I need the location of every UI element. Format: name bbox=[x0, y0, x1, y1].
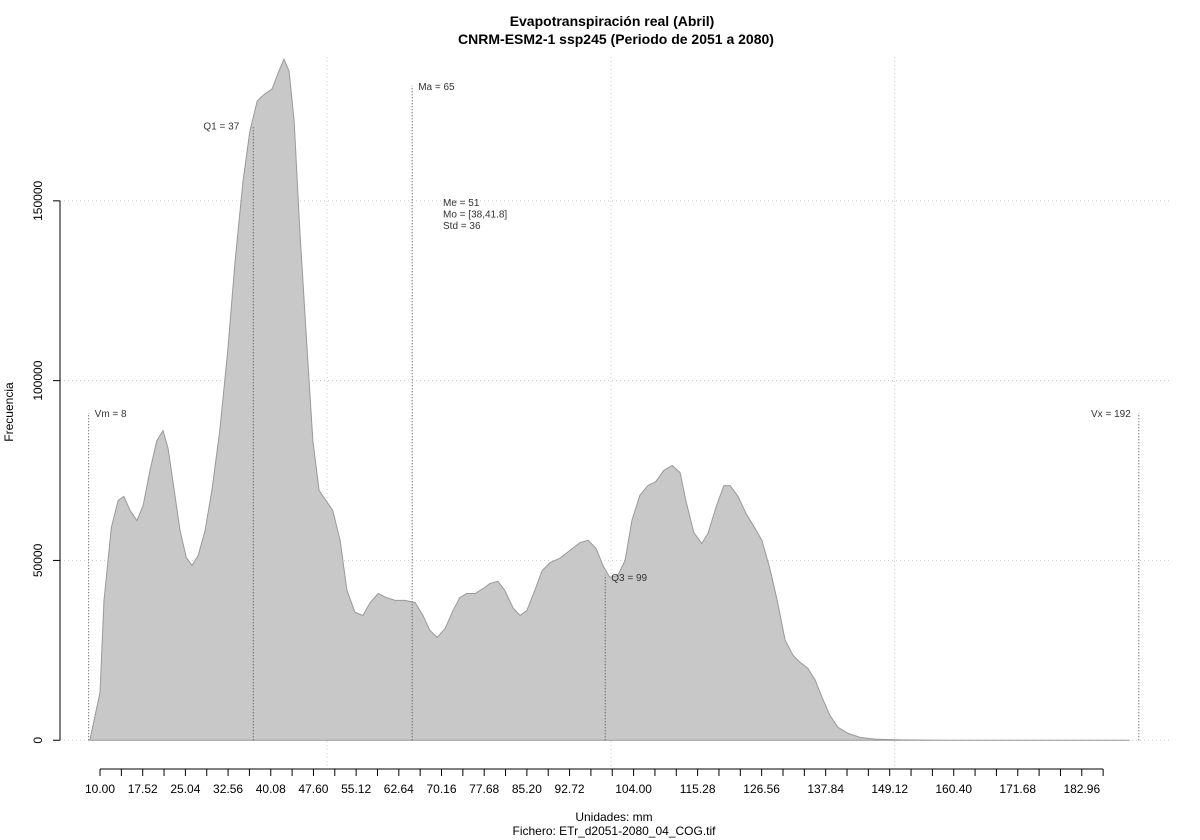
x-tick-label: 77.68 bbox=[469, 782, 499, 796]
x-tick-label: 85.20 bbox=[512, 782, 542, 796]
x-tick-label: 32.56 bbox=[213, 782, 243, 796]
x-tick-label: 149.12 bbox=[871, 782, 908, 796]
x-tick-label: 47.60 bbox=[298, 782, 328, 796]
x-tick-label: 40.08 bbox=[256, 782, 286, 796]
x-tick-label: 17.52 bbox=[128, 782, 158, 796]
y-tick-label: 50000 bbox=[31, 543, 45, 577]
y-tick-label: 0 bbox=[31, 737, 45, 744]
stat-label: Mo = [38,41.8] bbox=[443, 210, 507, 221]
stat-label: Me = 51 bbox=[443, 198, 480, 209]
x-tick-label: 10.00 bbox=[85, 782, 115, 796]
x-tick-label: 70.16 bbox=[426, 782, 456, 796]
density-area bbox=[89, 57, 1130, 741]
footer: Fichero: ETr_d2051-2080_04_COG.tif bbox=[513, 824, 717, 838]
stat-label: Std = 36 bbox=[443, 221, 481, 232]
x-tick-label: 104.00 bbox=[615, 782, 652, 796]
x-tick-label: 55.12 bbox=[341, 782, 371, 796]
marker-label: Ma = 65 bbox=[418, 82, 455, 93]
marker-label: Vm = 8 bbox=[95, 409, 127, 420]
x-axis-label: Unidades: mm bbox=[575, 810, 652, 824]
marker-label: Q1 = 37 bbox=[203, 121, 239, 132]
x-tick-label: 182.96 bbox=[1063, 782, 1100, 796]
x-tick-label: 126.56 bbox=[743, 782, 780, 796]
y-tick-label: 100000 bbox=[31, 360, 45, 400]
y-axis-label: Frecuencia bbox=[2, 382, 16, 442]
x-tick-label: 137.84 bbox=[807, 782, 844, 796]
x-tick-label: 115.28 bbox=[680, 782, 716, 796]
marker-label: Vx = 192 bbox=[1091, 409, 1131, 420]
x-tick-label: 62.64 bbox=[384, 782, 414, 796]
x-tick-label: 160.40 bbox=[935, 782, 972, 796]
x-tick-label: 25.04 bbox=[170, 782, 200, 796]
chart-subtitle: CNRM-ESM2-1 ssp245 (Periodo de 2051 a 20… bbox=[458, 31, 774, 47]
marker-label: Q3 = 99 bbox=[611, 573, 647, 584]
y-tick-label: 150000 bbox=[31, 180, 45, 220]
x-tick-label: 92.72 bbox=[555, 782, 585, 796]
chart-title: Evapotranspiración real (Abril) bbox=[510, 13, 715, 29]
x-tick-label: 171.68 bbox=[999, 782, 1036, 796]
